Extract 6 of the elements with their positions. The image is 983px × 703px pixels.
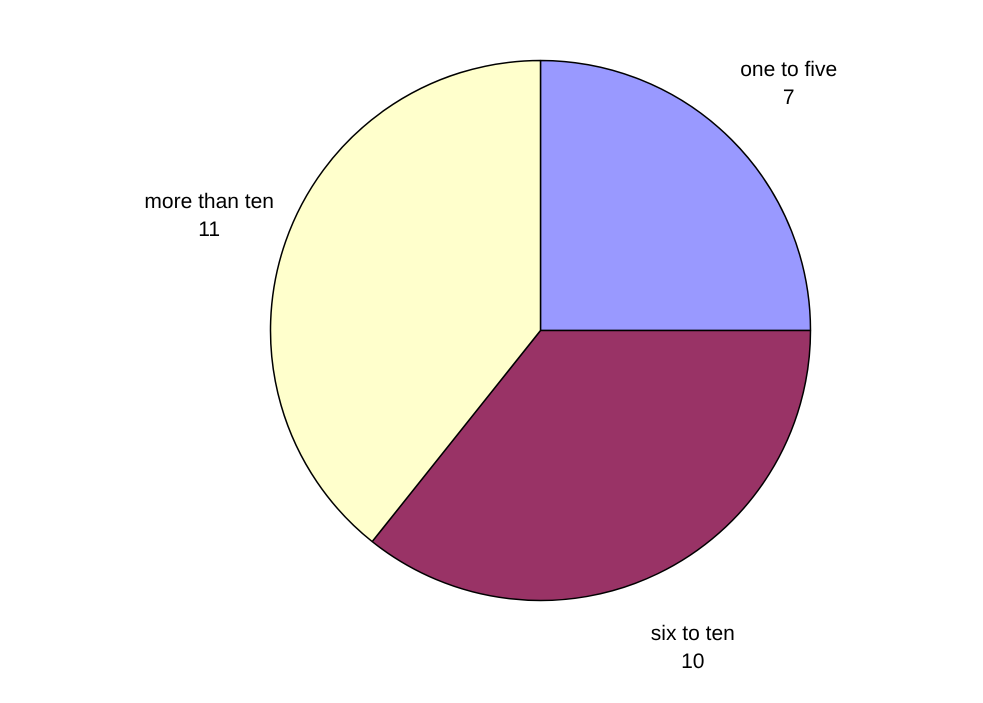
data-label: 7	[782, 86, 795, 109]
slice-label: one to five	[740, 58, 838, 81]
data-label: 10	[681, 650, 704, 674]
data-label: 11	[198, 218, 220, 242]
slice-label: six to ten	[650, 622, 735, 646]
slice-label: more than ten	[144, 190, 274, 214]
